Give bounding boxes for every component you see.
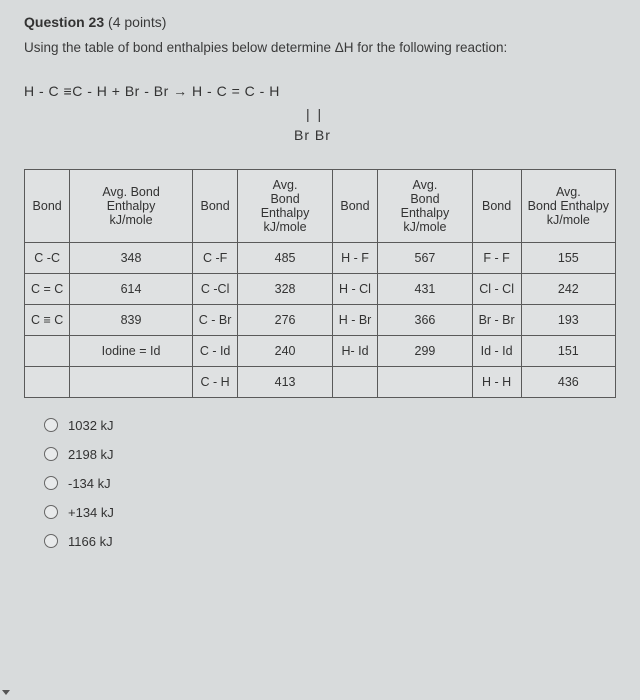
th-enth-3-l3: kJ/mole (403, 220, 446, 234)
cell: 155 (521, 242, 615, 273)
bond-enthalpy-table: Bond Avg. Bond Enthalpy kJ/mole Bond Avg… (24, 169, 616, 398)
th-enth-2-l2: Bond Enthalpy (261, 192, 310, 220)
table-row: Iodine = Id C - Id 240 H- Id 299 Id - Id… (25, 335, 616, 366)
th-enth-3-l1: Avg. (413, 178, 438, 192)
cell: 328 (238, 273, 332, 304)
cell: Id - Id (472, 335, 521, 366)
cell (332, 366, 378, 397)
reaction-br-atoms: Br Br (294, 127, 622, 143)
option-label: 1032 kJ (68, 418, 114, 433)
th-enth-4-l3: kJ/mole (547, 213, 590, 227)
cell: 436 (521, 366, 615, 397)
th-enth-2-l1: Avg. (273, 178, 298, 192)
th-enth-4-l1: Avg. (556, 185, 581, 199)
cell: 193 (521, 304, 615, 335)
question-prompt: Using the table of bond enthalpies below… (24, 40, 622, 55)
option-4[interactable]: +134 kJ (44, 505, 622, 520)
table-row: C - H 413 H - H 436 (25, 366, 616, 397)
option-label: -134 kJ (68, 476, 111, 491)
cell: Cl - Cl (472, 273, 521, 304)
cell: H - H (472, 366, 521, 397)
th-bond-4: Bond (472, 169, 521, 242)
table-row: C = C 614 C -Cl 328 H - Cl 431 Cl - Cl 2… (25, 273, 616, 304)
th-enth-4: Avg. Bond Enthalpy kJ/mole (521, 169, 615, 242)
table-header-row: Bond Avg. Bond Enthalpy kJ/mole Bond Avg… (25, 169, 616, 242)
th-enth-1-l1: Avg. Bond Enthalpy (102, 185, 159, 213)
dropdown-caret-icon[interactable] (2, 690, 10, 695)
cell: H - F (332, 242, 378, 273)
cell: 299 (378, 335, 472, 366)
cell: F - F (472, 242, 521, 273)
option-label: 2198 kJ (68, 447, 114, 462)
option-1[interactable]: 1032 kJ (44, 418, 622, 433)
cell: Br - Br (472, 304, 521, 335)
cell: C -Cl (192, 273, 238, 304)
th-bond-2: Bond (192, 169, 238, 242)
radio-icon[interactable] (44, 418, 58, 432)
th-enth-3: Avg. Bond Enthalpy kJ/mole (378, 169, 472, 242)
cell: 431 (378, 273, 472, 304)
th-enth-2: Avg. Bond Enthalpy kJ/mole (238, 169, 332, 242)
table-row: C -C 348 C -F 485 H - F 567 F - F 155 (25, 242, 616, 273)
cell: Iodine = Id (70, 335, 193, 366)
cell: 276 (238, 304, 332, 335)
th-enth-4-l2: Bond Enthalpy (528, 199, 609, 213)
th-enth-1-l2: kJ/mole (110, 213, 153, 227)
cell: 366 (378, 304, 472, 335)
cell: C - Id (192, 335, 238, 366)
cell: C -C (25, 242, 70, 273)
question-points: (4 points) (108, 14, 166, 30)
reaction-equation: H - C ≡C - H + Br - Br → H - C = C - H (24, 83, 622, 99)
cell: H - Cl (332, 273, 378, 304)
radio-icon[interactable] (44, 534, 58, 548)
cell: 413 (238, 366, 332, 397)
radio-icon[interactable] (44, 476, 58, 490)
question-header: Question 23 (4 points) (24, 14, 622, 30)
cell: 240 (238, 335, 332, 366)
cell: 485 (238, 242, 332, 273)
cell: C -F (192, 242, 238, 273)
cell (25, 366, 70, 397)
cell (25, 335, 70, 366)
cell: C - H (192, 366, 238, 397)
cell: 242 (521, 273, 615, 304)
cell: C - Br (192, 304, 238, 335)
cell (378, 366, 472, 397)
cell: C ≡ C (25, 304, 70, 335)
question-number: Question 23 (24, 14, 104, 30)
cell: 839 (70, 304, 193, 335)
radio-icon[interactable] (44, 505, 58, 519)
option-3[interactable]: -134 kJ (44, 476, 622, 491)
reaction-bond-lines: | | (306, 105, 622, 125)
cell: 348 (70, 242, 193, 273)
cell (70, 366, 193, 397)
option-label: +134 kJ (68, 505, 114, 520)
option-label: 1166 kJ (68, 534, 113, 549)
cell: C = C (25, 273, 70, 304)
th-enth-3-l2: Bond Enthalpy (401, 192, 450, 220)
radio-icon[interactable] (44, 447, 58, 461)
table-row: C ≡ C 839 C - Br 276 H - Br 366 Br - Br … (25, 304, 616, 335)
cell: H - Br (332, 304, 378, 335)
th-bond-1: Bond (25, 169, 70, 242)
cell: 567 (378, 242, 472, 273)
option-5[interactable]: 1166 kJ (44, 534, 622, 549)
option-2[interactable]: 2198 kJ (44, 447, 622, 462)
th-enth-2-l3: kJ/mole (264, 220, 307, 234)
th-enth-1: Avg. Bond Enthalpy kJ/mole (70, 169, 193, 242)
cell: 614 (70, 273, 193, 304)
th-bond-3: Bond (332, 169, 378, 242)
answer-options: 1032 kJ 2198 kJ -134 kJ +134 kJ 1166 kJ (44, 418, 622, 549)
cell: H- Id (332, 335, 378, 366)
cell: 151 (521, 335, 615, 366)
